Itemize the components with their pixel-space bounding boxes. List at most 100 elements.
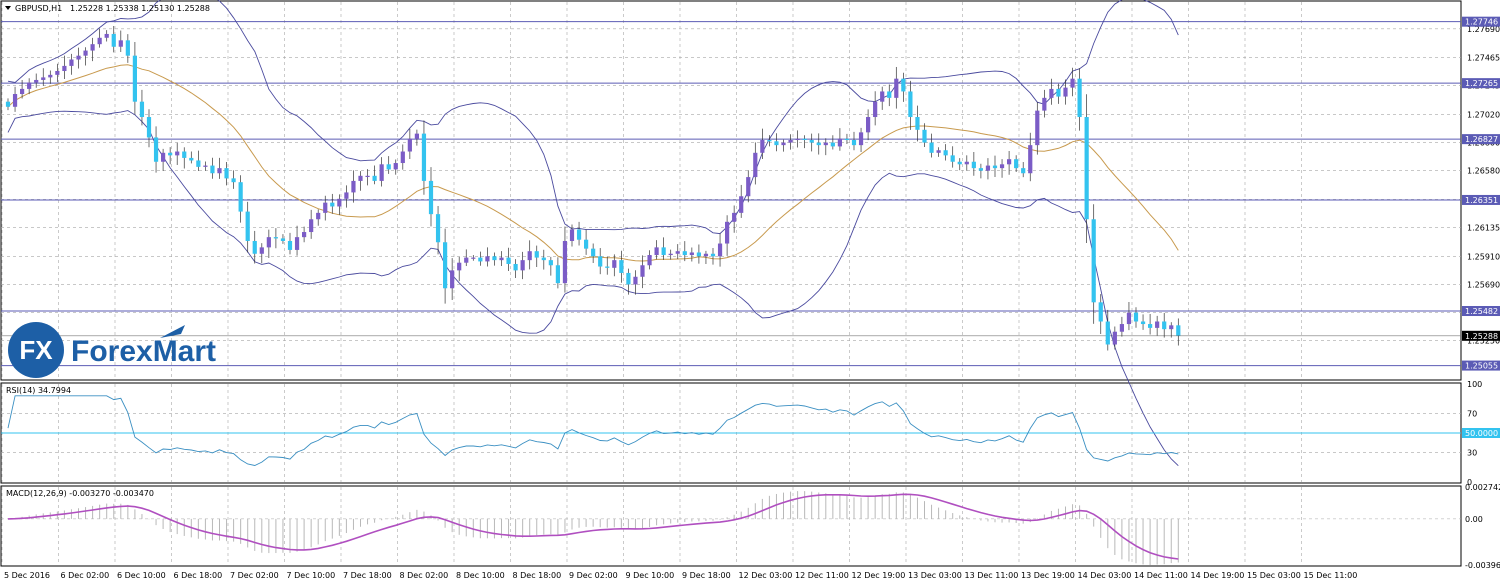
candle-body (1077, 78, 1082, 118)
forexmart-logo: FX ForexMart (8, 322, 216, 378)
candle-body (880, 91, 885, 102)
candle-body (76, 55, 81, 60)
dropdown-triangle-icon[interactable] (5, 6, 11, 10)
time-axis-label: 9 Dec 18:00 (682, 571, 731, 580)
candle-body (210, 165, 215, 174)
candle-body (584, 239, 589, 249)
horizontal-levels (1, 21, 1461, 367)
price-axis-label: 1.27465 (1467, 54, 1500, 63)
candle-body (175, 151, 180, 156)
time-axis-label: 15 Dec 03:00 (1247, 571, 1301, 580)
candle-body (1084, 117, 1089, 220)
rsi-level-tag-label: 50.0000 (1465, 429, 1498, 438)
candle-body (710, 253, 716, 257)
time-axis-label: 12 Dec 03:00 (739, 571, 793, 580)
time-axis-label: 6 Dec 02:00 (61, 571, 110, 580)
macd-axis-label: 0.002742 (1465, 483, 1500, 492)
candle-body (548, 260, 553, 266)
candle-body (1021, 168, 1026, 174)
candle-body (1169, 325, 1174, 330)
logo-badge-icon (8, 322, 64, 378)
macd-axis-label: -0.003969 (1465, 561, 1500, 570)
candle-body (1070, 78, 1075, 88)
price-level-tag-label: 1.27746 (1465, 18, 1498, 27)
price-axis-label: 1.26135 (1467, 224, 1500, 233)
axes: 1.276901.274651.272451.270201.268001.265… (4, 25, 1500, 580)
candle-body (555, 265, 560, 284)
macd-plot (1, 491, 1461, 566)
candle-body (943, 150, 948, 156)
candle-body (1049, 88, 1054, 98)
candle-body (569, 229, 575, 241)
candle-body (111, 33, 116, 47)
candle-body (146, 117, 152, 138)
candle-body (414, 133, 419, 139)
candle-body (337, 198, 342, 207)
candle-body (866, 117, 871, 133)
candle-body (520, 260, 525, 271)
time-axis-label: 5 Dec 2016 (4, 571, 50, 580)
candle-body (104, 33, 109, 38)
time-axis-label: 13 Dec 03:00 (908, 571, 962, 580)
candle-body (703, 253, 709, 257)
candle-body (696, 252, 701, 257)
candle-body (1014, 159, 1019, 169)
time-axis-label: 7 Dec 10:00 (287, 571, 336, 580)
candle-body (443, 242, 448, 289)
candle-body (830, 142, 835, 147)
candle-body (513, 263, 518, 271)
candle-body (196, 160, 201, 167)
candle-body (675, 251, 680, 254)
price-axis-label: 1.25910 (1467, 252, 1500, 261)
time-axis-label: 14 Dec 03:00 (1078, 571, 1132, 580)
moving-average-line (7, 64, 1179, 262)
logo-arrow-icon (160, 325, 185, 338)
candle-body (626, 272, 631, 285)
candle-body (612, 260, 617, 268)
candle-body (55, 71, 60, 75)
candle-body (781, 142, 786, 146)
price-panel-frame (0, 0, 1462, 381)
candle-body (1119, 324, 1124, 332)
candle-body (97, 37, 102, 45)
time-axis-label: 7 Dec 02:00 (230, 571, 279, 580)
time-axis-label: 8 Dec 02:00 (400, 571, 449, 580)
candle-body (1098, 302, 1103, 322)
candle-body (1133, 312, 1139, 322)
candle-body (1042, 97, 1047, 111)
candle-body (788, 140, 793, 143)
time-axis-label: 12 Dec 19:00 (852, 571, 906, 580)
candle-body (837, 138, 842, 147)
current-price-tag (1462, 330, 1500, 341)
candle-body (245, 211, 250, 241)
candle-body (1035, 110, 1040, 146)
rsi-axis-label: 70 (1467, 409, 1477, 418)
price-level-tag-label: 1.27265 (1465, 79, 1498, 88)
candle-body (591, 248, 596, 257)
candle-body (27, 82, 32, 89)
candle-body (936, 150, 941, 153)
candle-body (1105, 321, 1110, 345)
macd-title: MACD(12,26,9) -0.003270 -0.003470 (6, 489, 154, 498)
candle-body (605, 266, 610, 268)
candle-body (372, 175, 377, 181)
candle-body (978, 168, 983, 171)
time-axis-label: 13 Dec 11:00 (965, 571, 1019, 580)
candle-body (760, 140, 765, 153)
candle-body (231, 178, 236, 183)
candle-body (746, 177, 751, 197)
candle-body (576, 229, 582, 240)
candle-body (118, 40, 123, 47)
candle-body (1007, 159, 1012, 165)
macd-axis-label: 0.00 (1465, 515, 1483, 524)
candle-body (668, 253, 673, 256)
candle-body (844, 138, 850, 141)
time-axis-label: 9 Dec 10:00 (626, 571, 675, 580)
candle-body (753, 152, 758, 178)
candle-body (908, 91, 913, 118)
candle-body (1155, 321, 1160, 328)
candle-body (161, 152, 166, 162)
candle-body (139, 101, 145, 118)
candle-body (294, 237, 300, 250)
